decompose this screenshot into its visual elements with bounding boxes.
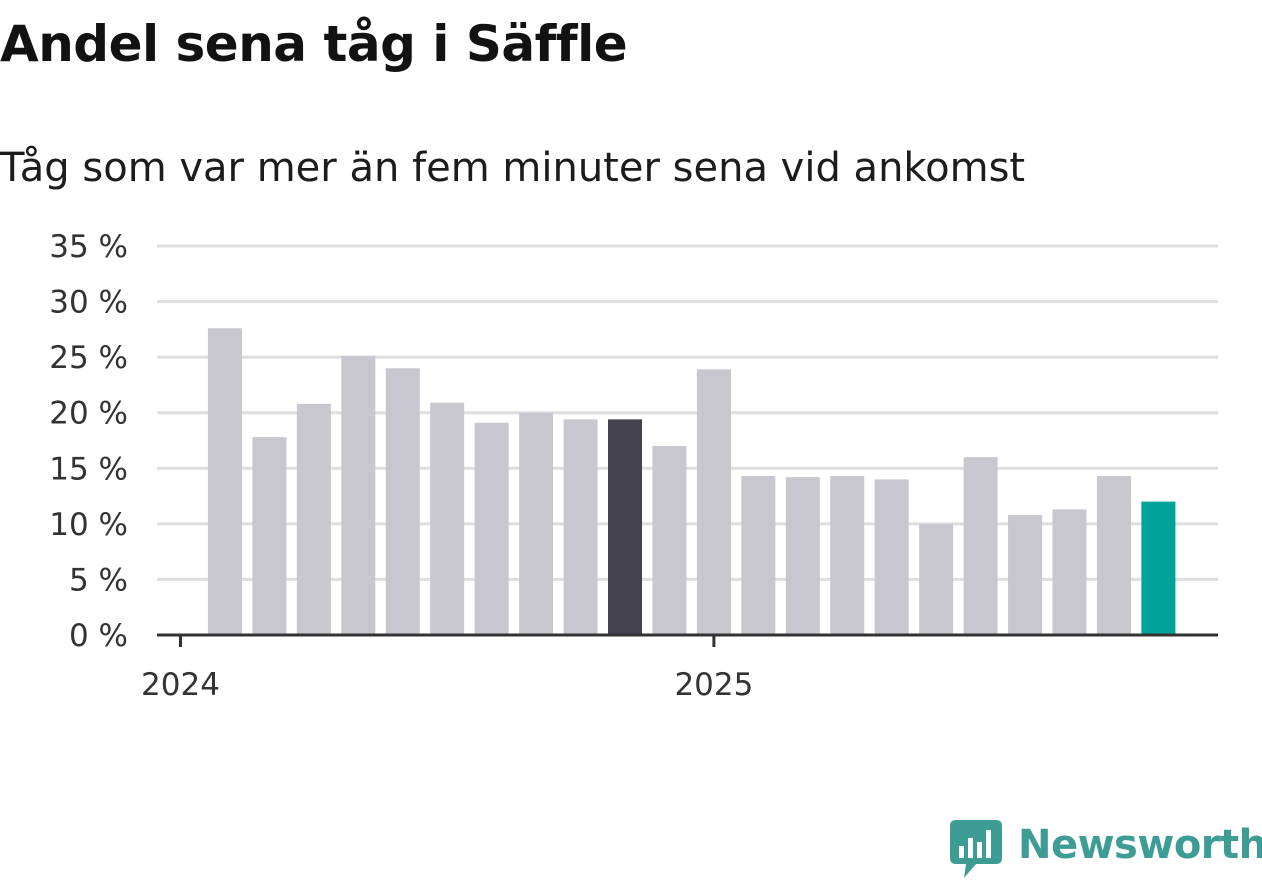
chat-bubble-bar-chart-icon [950, 820, 1002, 878]
y-tick-label: 35 % [49, 229, 128, 265]
bar [1052, 509, 1087, 635]
bar [696, 369, 731, 635]
y-tick-label: 10 % [49, 507, 128, 543]
x-tick-label: 2025 [674, 667, 753, 703]
newsworthy-logo: Newsworthy [950, 818, 1262, 880]
brand-name: Newsworthy [1018, 822, 1262, 868]
y-axis-tick-labels: 0 % 5 % 10 % 15 % 20 % 25 % 30 % 35 % [49, 229, 128, 654]
bar [874, 479, 909, 635]
x-axis [157, 633, 1218, 647]
chart-title: Andel sena tåg i Säffle [0, 15, 628, 73]
bar [207, 328, 242, 635]
bar-chart: 0 % 5 % 10 % 15 % 20 % 25 % 30 % 35 % 2024 2025 [49, 229, 1218, 703]
bar [1141, 501, 1176, 635]
bar [1096, 476, 1131, 635]
y-tick-label: 25 % [49, 340, 128, 376]
bar [919, 523, 954, 635]
bar [1008, 514, 1043, 635]
y-tick-label: 0 % [69, 618, 128, 654]
y-tick-label: 5 % [69, 562, 128, 598]
bar [385, 368, 420, 635]
bar [741, 476, 776, 635]
gridlines [157, 244, 1218, 581]
bar [608, 419, 642, 635]
x-axis-tick-labels: 2024 2025 [141, 667, 753, 703]
bar [563, 419, 598, 635]
bar [519, 412, 554, 635]
y-tick-label: 20 % [49, 396, 128, 432]
chart-subtitle: Tåg som var mer än fem minuter sena vid … [0, 145, 1026, 191]
bar [963, 457, 998, 635]
x-tick-label: 2024 [141, 667, 220, 703]
bar [430, 402, 465, 635]
bar [341, 356, 376, 635]
y-tick-label: 15 % [49, 451, 128, 487]
bar [652, 446, 687, 635]
bar [252, 437, 287, 635]
bar [474, 422, 509, 635]
bars [207, 328, 1176, 635]
y-tick-label: 30 % [49, 285, 128, 321]
bar [785, 477, 820, 635]
bar [296, 403, 331, 635]
bar [830, 476, 865, 635]
